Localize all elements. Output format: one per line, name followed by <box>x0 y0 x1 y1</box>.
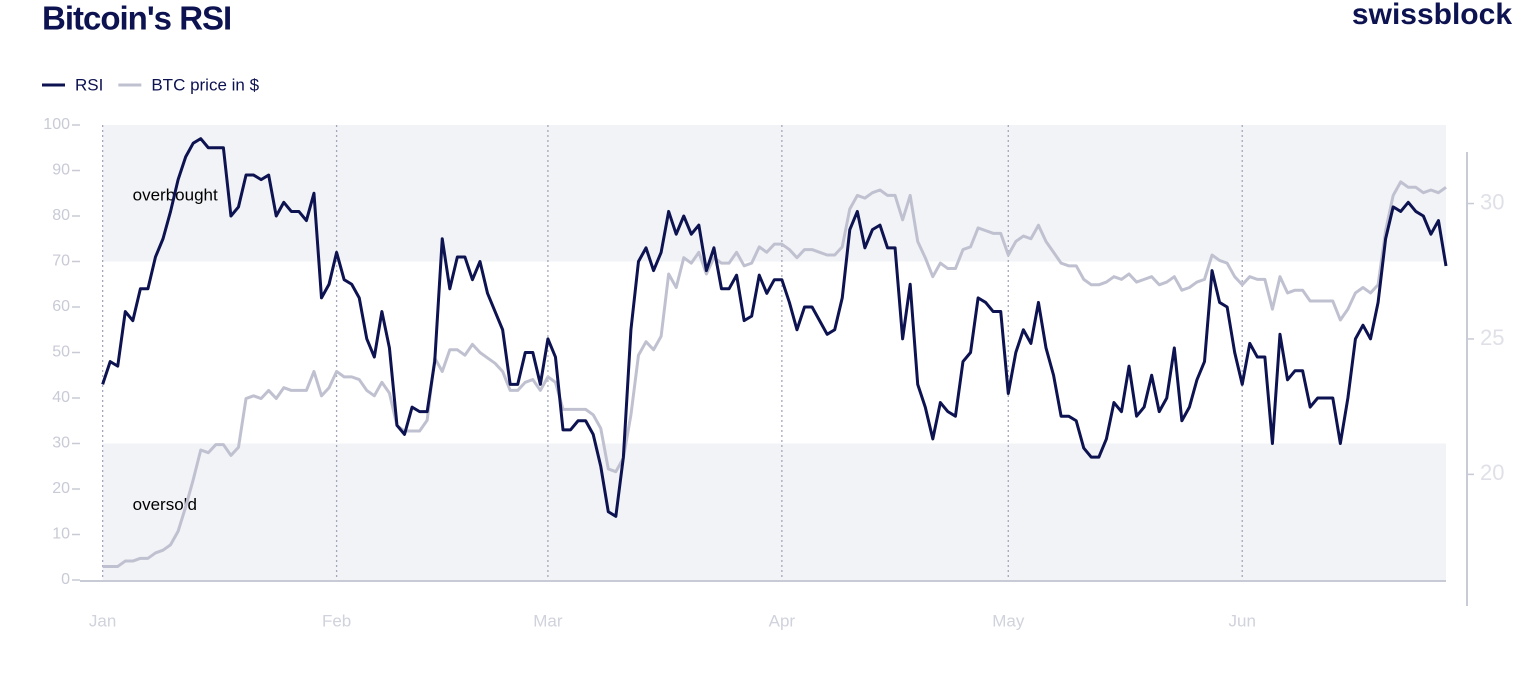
x-tick-label: Apr <box>769 611 796 630</box>
band <box>102 125 1447 262</box>
x-tick-label: Jun <box>1229 611 1256 630</box>
y-tick-label: 40 <box>52 389 70 406</box>
series-line <box>101 137 1448 518</box>
x-tick-label: Mar <box>533 611 563 630</box>
band-label: oversold <box>133 495 197 514</box>
x-tick-label: Feb <box>322 611 351 630</box>
series-line <box>102 180 1447 568</box>
y-tick-label: 60 <box>52 298 70 315</box>
y2-tick-label: 30 <box>1480 189 1504 214</box>
y-tick-label: 10 <box>52 526 70 543</box>
y-tick-label: 20 <box>52 480 70 497</box>
y-tick-label: 100 <box>43 116 70 133</box>
y-tick-label: 0 <box>61 571 70 588</box>
y-tick-label: 90 <box>52 162 70 179</box>
legend-label: RSI <box>75 75 103 94</box>
legend-label: BTC price in $ <box>151 75 259 94</box>
y2-tick-label: 20 <box>1480 460 1504 485</box>
y-tick-label: 80 <box>52 207 70 224</box>
x-tick-label: Jan <box>89 611 116 630</box>
y-tick-label: 50 <box>52 344 70 361</box>
x-tick-label: May <box>992 611 1025 630</box>
bands <box>102 125 1447 580</box>
y-tick-label: 30 <box>52 435 70 452</box>
band <box>102 443 1447 580</box>
chart-title: Bitcoin's RSI <box>42 0 231 37</box>
y-tick-label: 70 <box>52 253 70 270</box>
brand-logo: swissblock <box>1352 0 1512 31</box>
y2-tick-label: 25 <box>1480 325 1504 350</box>
